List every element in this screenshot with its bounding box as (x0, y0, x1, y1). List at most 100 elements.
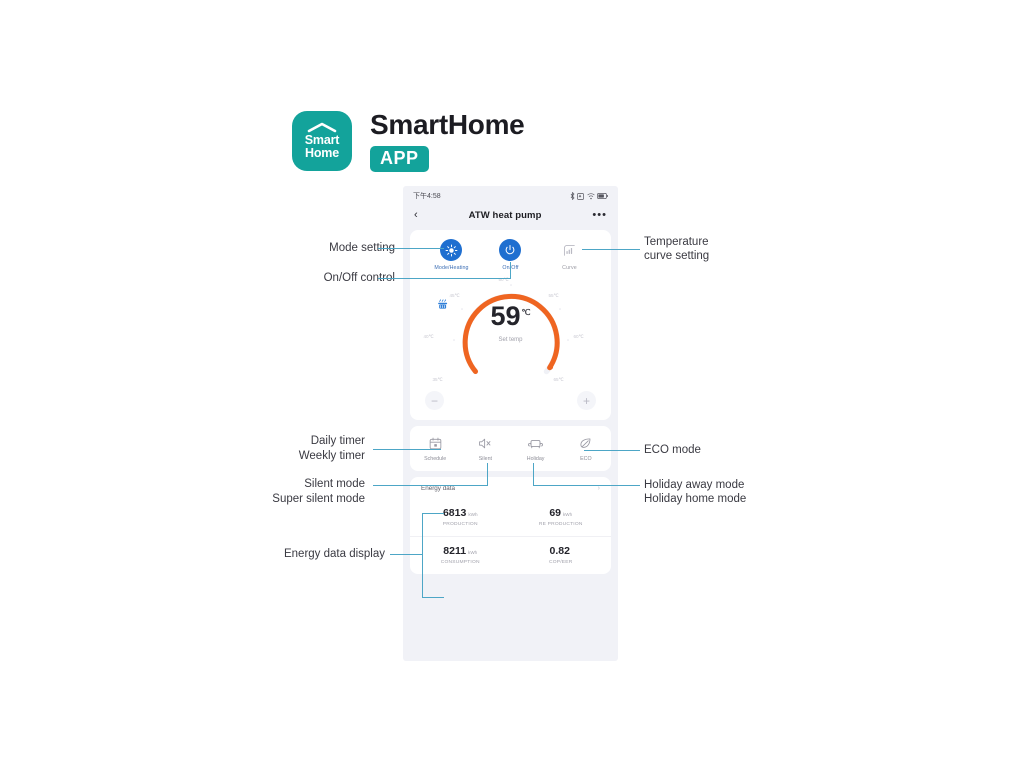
status-bar: 下午4:58 (403, 186, 618, 204)
sun-icon (440, 239, 463, 261)
energy-grid: 6813 kWh PRODUCTION 69 kWh RE PRODUCTION 8… (410, 499, 611, 574)
decrease-temperature-button[interactable]: − (425, 391, 444, 410)
cop-eer-value: 0.82 (549, 545, 570, 557)
battery-icon (597, 193, 608, 199)
function-card: Schedule Silent (410, 426, 611, 471)
roof-icon (307, 122, 337, 133)
set-temperature-value: 59℃ (490, 299, 530, 330)
temperature-curve-button[interactable]: Curve (540, 239, 599, 271)
callout-temperature-curve-line2: curve setting (644, 250, 710, 262)
temperature-dial[interactable]: 35℃ 40℃ 45℃ 50℃ 55℃ 60℃ 65℃ (424, 277, 586, 389)
mute-icon (478, 436, 493, 451)
brand-title: SmartHome (370, 109, 525, 140)
power-icon (499, 239, 522, 261)
chevron-right-icon[interactable]: › (597, 485, 600, 492)
callout-line-holiday-h (533, 485, 640, 486)
callout-super-silent-mode: Super silent mode (272, 493, 365, 505)
energy-cell-consumption: 8211 kWh CONSUMPTION (410, 536, 511, 574)
silent-button[interactable]: Silent (460, 436, 510, 462)
energy-cell-re-production: 69 kWh RE PRODUCTION (511, 499, 612, 536)
holiday-label: Holiday (526, 456, 545, 462)
schedule-button[interactable]: Schedule (410, 436, 460, 462)
status-icons (570, 192, 609, 200)
energy-value: 6813 kWh (443, 507, 478, 519)
callout-line-onoff-h (378, 278, 510, 279)
brand-text: SmartHome APP (370, 109, 525, 172)
energy-header[interactable]: Energy data › (410, 485, 611, 499)
bar-chart-icon (558, 239, 580, 261)
callout-holiday-away-mode: Holiday away mode (644, 479, 745, 491)
production-caption: PRODUCTION (442, 522, 478, 527)
calendar-icon (428, 436, 443, 451)
phone-mockup: 下午4:58 (403, 186, 618, 661)
callout-daily-timer: Daily timer (310, 435, 365, 447)
callout-temperature-curve-line1: Temperature (644, 236, 709, 248)
callout-mode-setting: Mode setting (329, 242, 395, 254)
callout-line-curve (582, 249, 640, 250)
energy-value: 8211 kWh (443, 545, 477, 557)
callout-line-energy-h1 (390, 554, 422, 555)
temp-unit: ℃ (521, 308, 531, 317)
energy-title: Energy data (421, 485, 455, 492)
logo-line1: Smart (304, 133, 340, 147)
callout-energy-data-display: Energy data display (283, 548, 385, 560)
callout-holiday-home-mode: Holiday home mode (644, 493, 747, 505)
dial-gauge (452, 284, 569, 375)
production-value: 6813 (442, 507, 467, 519)
energy-cell-production: 6813 kWh PRODUCTION (410, 499, 511, 536)
callout-line-timer (373, 449, 441, 450)
re-production-value: 69 (549, 507, 561, 519)
re-production-unit: kWh (563, 512, 573, 517)
dial-tick-65: 65℃ (553, 377, 564, 382)
callout-line-silent-h (373, 485, 487, 486)
leaf-icon (578, 436, 593, 451)
consumption-value: 8211 (443, 545, 467, 557)
consumption-caption: CONSUMPTION (440, 560, 480, 565)
temperature-stepper: − + (410, 391, 611, 410)
dial-tick-50: 50℃ (498, 277, 509, 282)
re-production-caption: RE PRODUCTION (538, 522, 583, 527)
dial-tick-45: 45℃ (449, 293, 460, 298)
more-options-icon[interactable]: ••• (592, 209, 607, 221)
callout-line-energy-h3 (422, 597, 444, 598)
curve-label: Curve (562, 265, 577, 271)
control-row: Mode/Heating On/Off (410, 239, 611, 271)
dial-tick-35: 35℃ (432, 377, 443, 382)
callout-line-eco (584, 450, 640, 451)
mode-setting-button[interactable]: Mode/Heating (422, 239, 481, 271)
holiday-button[interactable]: Holiday (511, 436, 561, 462)
logo-line2: Home (305, 146, 339, 160)
main-control-card: Mode/Heating On/Off (410, 230, 611, 420)
dial-readout: 59℃ Set temp (436, 299, 586, 343)
callout-silent-mode: Silent mode (304, 478, 365, 490)
dial-tick-40: 40℃ (423, 334, 434, 339)
back-icon[interactable]: ‹ (414, 208, 418, 221)
eco-button[interactable]: ECO (561, 436, 611, 462)
callout-onoff-control: On/Off control (323, 272, 395, 284)
app-logo-badge: Smart Home (292, 111, 352, 171)
energy-value: 0.82 (550, 545, 572, 557)
brand-subtitle: APP (370, 146, 429, 172)
callout-line-silent-v (487, 463, 488, 486)
energy-value: 69 kWh (549, 507, 572, 519)
energy-data-card[interactable]: Energy data › 6813 kWh PRODUCTION 69 kWh R… (410, 477, 611, 574)
schedule-label: Schedule (424, 456, 447, 462)
energy-cell-cop-eer: 0.82 COP/EER (510, 536, 611, 574)
set-temp-caption: Set temp (498, 337, 523, 343)
eco-label: ECO (580, 456, 592, 462)
nav-bar: ‹ ATW heat pump ••• (403, 204, 618, 226)
increase-temperature-button[interactable]: + (577, 391, 596, 410)
bluetooth-icon (570, 192, 574, 200)
temp-number: 59 (490, 301, 521, 331)
callout-line-onoff-v (510, 262, 511, 279)
dial-tick-55: 55℃ (548, 293, 559, 298)
status-time: 下午4:58 (413, 193, 441, 200)
callout-eco-mode: ECO mode (644, 444, 701, 456)
silent-label: Silent (478, 456, 492, 462)
production-unit: kWh (468, 512, 478, 517)
callout-weekly-timer: Weekly timer (298, 450, 365, 462)
callout-line-holiday-v (533, 463, 534, 486)
callout-line-mode-setting (378, 248, 444, 249)
alarm-icon (577, 192, 584, 200)
